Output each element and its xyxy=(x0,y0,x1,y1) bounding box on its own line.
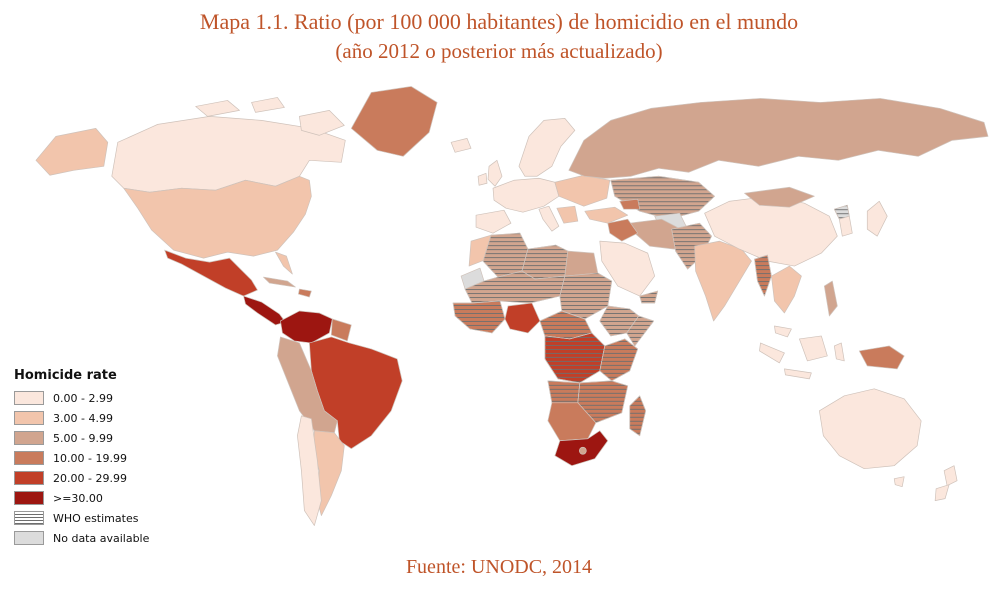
world-map xyxy=(35,86,989,526)
map-region-iberia xyxy=(475,209,512,234)
map-region-iceland xyxy=(450,137,472,153)
legend-item: 3.00 - 4.99 xyxy=(14,411,149,425)
legend-item-label: No data available xyxy=(53,531,150,545)
legend-item: No data available xyxy=(14,531,149,545)
map-region-nz-north xyxy=(943,465,958,487)
map-region-arctic-islands-2 xyxy=(251,97,285,113)
map-region-cuba xyxy=(263,276,296,288)
map-legend: Homicide rate 0.00 - 2.99 3.00 - 4.99 5.00… xyxy=(14,368,149,551)
legend-swatch xyxy=(14,451,44,465)
legend-items: 0.00 - 2.99 3.00 - 4.99 5.00 - 9.99 10.00 -… xyxy=(14,391,149,545)
legend-swatch xyxy=(14,431,44,445)
map-region-nz-south xyxy=(934,484,950,501)
map-region-guyanas xyxy=(330,318,352,342)
legend-swatch xyxy=(14,411,44,425)
legend-swatch-hatch xyxy=(14,511,44,525)
source-caption: Fuente: UNODC, 2014 xyxy=(405,556,593,578)
map-region-chile xyxy=(297,415,322,526)
map-region-saudi-arabia xyxy=(599,240,656,297)
legend-item-label: 0.00 - 2.99 xyxy=(53,391,113,405)
legend-item-label: WHO estimates xyxy=(53,511,139,525)
legend-item-label: 10.00 - 19.99 xyxy=(53,451,127,465)
legend-item: 10.00 - 19.99 xyxy=(14,451,149,465)
legend-item-label: 20.00 - 29.99 xyxy=(53,471,127,485)
map-region-south-korea xyxy=(838,215,853,237)
legend-item: 0.00 - 2.99 xyxy=(14,391,149,405)
map-region-alaska xyxy=(35,128,109,176)
map-region-andes xyxy=(277,336,338,434)
map-region-philippines xyxy=(823,280,838,317)
map-region-chad-sudan-who-hatch xyxy=(559,272,613,320)
legend-item-label: 3.00 - 4.99 xyxy=(53,411,113,425)
map-region-usa xyxy=(123,175,312,259)
map-region-central-america xyxy=(243,295,286,326)
map-region-algeria-who-hatch xyxy=(482,232,529,278)
map-region-ireland xyxy=(477,172,488,186)
legend-swatch xyxy=(14,531,44,545)
map-region-borneo xyxy=(799,335,828,362)
map-region-arctic-islands-1 xyxy=(195,100,240,117)
map-region-somalia-who-hatch xyxy=(626,315,655,347)
legend-item: WHO estimates xyxy=(14,511,149,525)
map-region-colombia-venezuela xyxy=(280,310,333,344)
map-region-east-africa-who-hatch xyxy=(599,338,639,382)
map-region-west-africa-who-hatch xyxy=(452,300,506,334)
map-region-indochina xyxy=(771,265,802,314)
legend-item: 20.00 - 29.99 xyxy=(14,471,149,485)
map-region-java xyxy=(784,368,812,380)
map-region-scandinavia xyxy=(518,118,576,177)
legend-item: 5.00 - 9.99 xyxy=(14,431,149,445)
map-region-madagascar-who-hatch xyxy=(629,395,647,437)
map-region-india xyxy=(694,240,752,322)
world-map-container: Homicide rate 0.00 - 2.99 3.00 - 4.99 5.00… xyxy=(0,80,998,545)
figure-title: Mapa 1.1. Ratio (por 100 000 habitantes)… xyxy=(0,0,998,65)
map-region-italy xyxy=(538,205,560,232)
map-region-malaysia xyxy=(774,325,792,338)
map-region-tasmania xyxy=(893,476,905,488)
map-region-greenland xyxy=(350,86,438,157)
map-region-new-guinea xyxy=(858,345,905,370)
map-region-balkans xyxy=(556,205,579,224)
map-region-west-europe xyxy=(492,177,560,213)
map-region-caucasus xyxy=(619,198,641,210)
legend-swatch xyxy=(14,471,44,485)
map-region-yemen-who-hatch xyxy=(639,290,659,304)
figure-title-line1: Mapa 1.1. Ratio (por 100 000 habitantes)… xyxy=(199,9,799,34)
map-region-sulawesi xyxy=(833,342,845,362)
legend-swatch xyxy=(14,491,44,505)
map-region-myanmar-who-hatch xyxy=(754,254,772,297)
map-region-dr-congo-who-hatch xyxy=(544,332,606,384)
figure-title-line2: (año 2012 o posterior más actualizado) xyxy=(335,38,663,63)
legend-item-label: >=30.00 xyxy=(53,491,103,505)
map-region-sumatra xyxy=(759,342,785,364)
map-region-iraq-syria xyxy=(607,218,639,242)
map-region-uk xyxy=(487,159,503,187)
legend-swatch xyxy=(14,391,44,405)
map-region-nigeria xyxy=(504,302,541,334)
map-region-turkey xyxy=(584,206,629,224)
map-region-angola-who-hatch xyxy=(547,380,581,404)
map-region-florida xyxy=(275,251,293,275)
map-region-east-europe xyxy=(554,174,611,207)
map-region-libya-who-hatch xyxy=(521,244,569,280)
map-region-hispaniola xyxy=(298,288,312,298)
map-region-russia xyxy=(568,98,989,179)
legend-item-label: 5.00 - 9.99 xyxy=(53,431,113,445)
legend-title: Homicide rate xyxy=(14,368,117,383)
map-region-kazakhstan-who-hatch xyxy=(610,175,715,220)
map-region-lesotho xyxy=(578,446,587,455)
map-region-mongolia xyxy=(744,186,815,208)
map-region-japan xyxy=(866,200,888,237)
map-region-baffin xyxy=(299,110,345,136)
map-region-australia xyxy=(819,388,922,470)
legend-item: >=30.00 xyxy=(14,491,149,505)
map-region-mexico xyxy=(164,249,258,297)
